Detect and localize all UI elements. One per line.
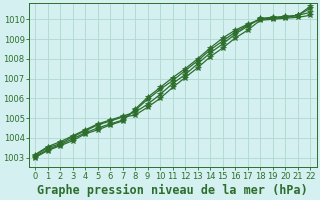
X-axis label: Graphe pression niveau de la mer (hPa): Graphe pression niveau de la mer (hPa) xyxy=(37,183,308,197)
